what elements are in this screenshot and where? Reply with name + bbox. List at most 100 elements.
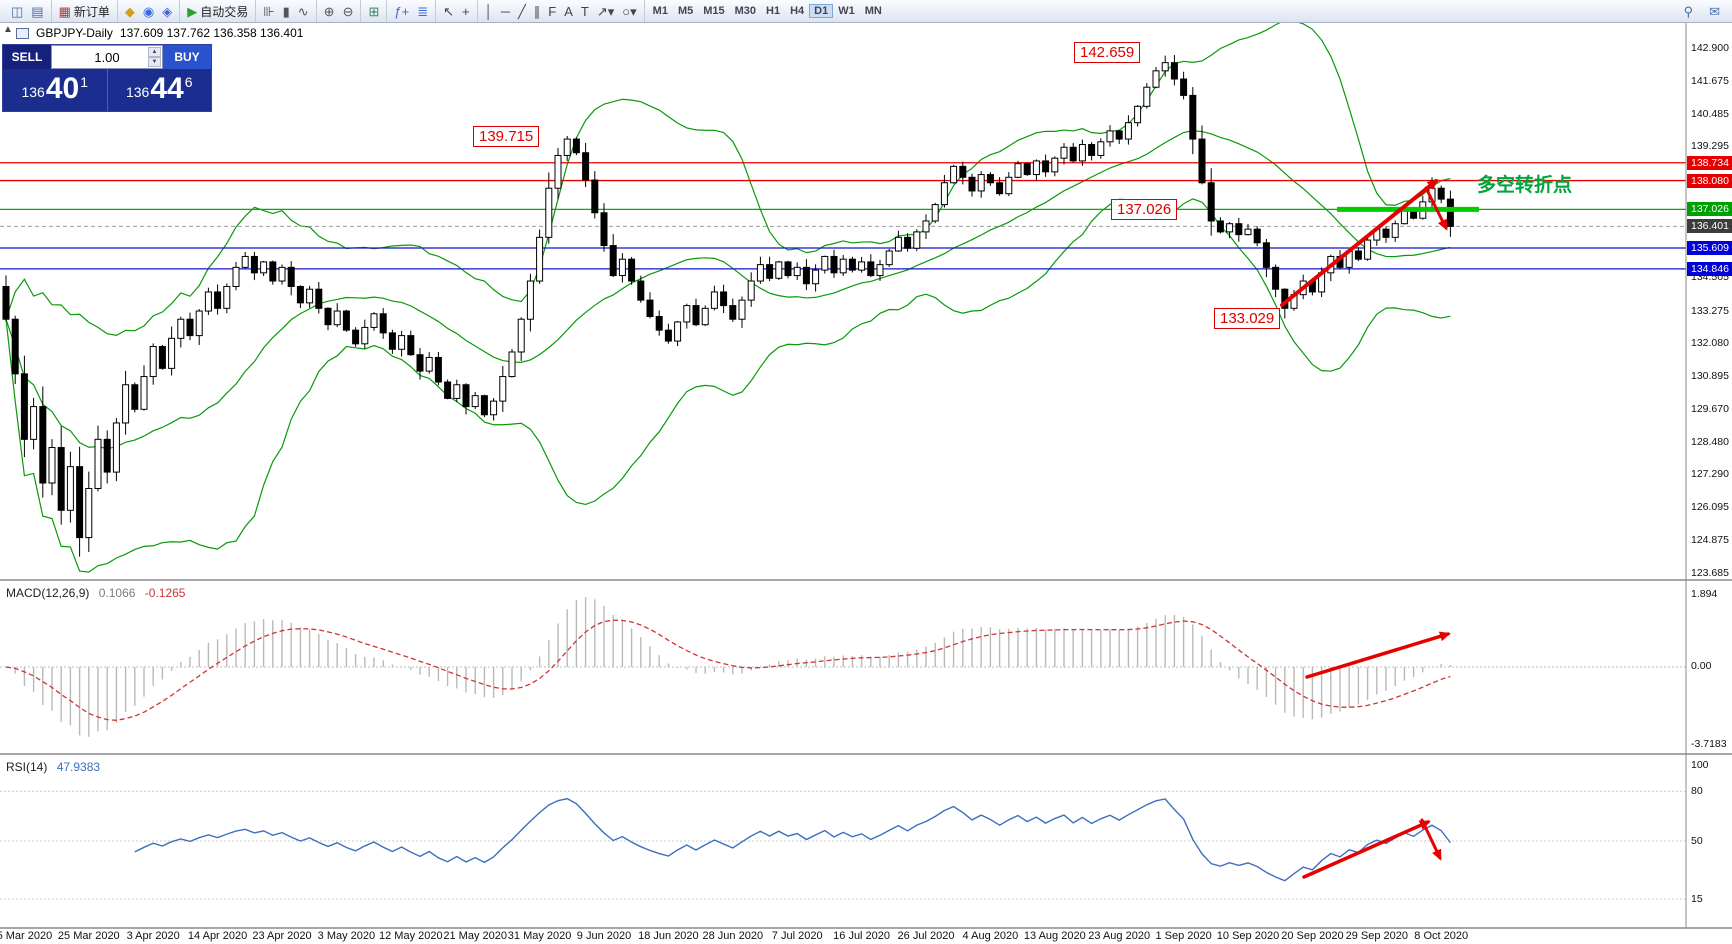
candle-body (674, 321, 682, 342)
price-tag: 135.609 (1687, 241, 1732, 256)
turning-point-label[interactable]: 多空转折点 (1477, 175, 1573, 196)
price-callout-139715[interactable]: 139.715 (473, 126, 540, 147)
buy-price[interactable]: 136 44 6 (106, 69, 212, 111)
timeframe-h1-button[interactable]: H1 (766, 5, 781, 17)
trendline-icon[interactable]: ╱ (514, 4, 530, 19)
candle-body (76, 466, 84, 539)
timeframe-m30-button[interactable]: M30 (734, 5, 757, 17)
candle-body (416, 354, 424, 372)
macd-up-arrow[interactable] (1305, 631, 1451, 679)
toolbar-groups: ◫ ▤ ▦ 新订单 ◆ ◉ ◈ ▶ 自动交易 ⊪ ▮ ∿ ⊕ ⊖ ⊞ ƒ+ ≣ ↖ + │ ─ ╱ ∥ F A T ↗▾ ○▾ M1 M5… (4, 0, 890, 22)
sell-price[interactable]: 136 40 1 (3, 69, 107, 111)
rsi-up-arrow[interactable] (1302, 820, 1431, 879)
timeframe-d1-button[interactable]: D1 (809, 4, 834, 18)
search-icon[interactable]: ⚲ (1680, 4, 1698, 19)
candle-body (1032, 160, 1040, 176)
zoom-out-icon[interactable]: ⊖ (339, 4, 358, 19)
volume-value: 1.00 (94, 49, 120, 65)
candle-body (996, 182, 1004, 195)
bar-chart-icon[interactable]: ⊪ (259, 4, 278, 19)
text-icon[interactable]: A (560, 4, 577, 19)
price-axis-tick: 132.080 (1691, 337, 1729, 350)
line-chart-icon[interactable]: ∿ (294, 4, 313, 19)
candle-body (1364, 239, 1372, 260)
collapse-panel-icon[interactable]: ▲ (3, 24, 13, 35)
candle-body (499, 376, 507, 402)
autotrade-button[interactable]: ▶ 自动交易 (183, 2, 252, 21)
zoom-in-icon[interactable]: ⊕ (320, 4, 339, 19)
time-axis[interactable]: 5 Mar 2020 25 Mar 2020 3 Apr 2020 14 Apr 20… (0, 930, 1686, 944)
horizontal-line-icon[interactable]: ─ (497, 4, 514, 19)
tile-windows-icon[interactable]: ⊞ (364, 4, 383, 19)
fibonacci-icon[interactable]: F (544, 4, 560, 19)
timeframe-h4-button[interactable]: H4 (790, 5, 805, 17)
candle-body (1023, 163, 1031, 176)
volume-up-button[interactable]: ▲ (148, 47, 161, 57)
candle-body (471, 395, 479, 408)
pullback-arrow[interactable] (1424, 186, 1448, 231)
zoom-out-icon-glyph: ⊖ (342, 3, 354, 19)
indicator-list-icon[interactable]: ≣ (413, 4, 432, 19)
candle-body (177, 318, 185, 339)
chart-window-icon-glyph: ▤ (31, 3, 44, 19)
crosshair-icon[interactable]: + (458, 4, 474, 19)
candle-body (1042, 160, 1050, 173)
candle-body (766, 264, 774, 279)
candle-body (131, 384, 139, 410)
date-label: 16 Jul 2020 (833, 930, 891, 942)
trendline-icon-glyph: ╱ (517, 3, 526, 19)
candle-body (572, 138, 580, 154)
arrows-menu-icon[interactable]: ↗▾ (593, 4, 618, 19)
price-callout-142659[interactable]: 142.659 (1074, 42, 1141, 63)
price-axis-tick: 123.685 (1691, 566, 1729, 579)
new-order-button-label: 新订单 (73, 4, 110, 19)
trend-up-arrow[interactable] (1280, 179, 1439, 307)
shapes-menu-icon[interactable]: ○▾ (618, 4, 640, 19)
candle-body (370, 313, 378, 328)
price-axis[interactable]: 142.900 141.675 140.485 139.295 134.505 133.2… (1687, 0, 1732, 944)
vertical-line-icon[interactable]: │ (481, 4, 497, 19)
new-chart-icon[interactable]: ◫ (7, 4, 27, 19)
mail-icon[interactable]: ✉ (1705, 4, 1724, 19)
price-callout-137026[interactable]: 137.026 (1111, 199, 1178, 220)
candlestick-chart-icon[interactable]: ▮ (279, 4, 294, 19)
new-order-button[interactable]: ▦ 新订单 (55, 2, 114, 21)
candle-body (775, 261, 783, 279)
candle-body (1272, 266, 1280, 290)
candle-body (637, 280, 645, 301)
date-label: 14 Apr 2020 (187, 930, 248, 942)
candle-body (434, 356, 442, 383)
timeframe-m1-button[interactable]: M1 (652, 5, 668, 17)
candle-body (1235, 223, 1243, 236)
indicators-add-icon[interactable]: ƒ+ (390, 4, 413, 19)
candle-body (407, 335, 415, 356)
rsi-down-arrow[interactable] (1420, 818, 1442, 861)
volume-input[interactable]: 1.00 ▲ ▼ (51, 45, 163, 69)
market-watch-icon[interactable]: ◉ (139, 4, 158, 19)
timeframe-m5-button[interactable]: M5 (677, 5, 694, 17)
candle-body (1161, 62, 1169, 72)
channel-icon[interactable]: ∥ (530, 4, 545, 19)
candle-body (223, 285, 231, 309)
candle-body (1088, 144, 1096, 156)
candle-body (11, 318, 19, 375)
market-watch-icon-glyph: ◉ (142, 3, 155, 19)
timeframe-m15-button[interactable]: M15 (703, 5, 725, 17)
volume-down-button[interactable]: ▼ (148, 57, 161, 67)
candle-body (296, 285, 304, 304)
chart-window-icon[interactable]: ▤ (27, 4, 47, 19)
label-icon[interactable]: T (577, 4, 593, 19)
cursor-icon[interactable]: ↖ (439, 4, 458, 19)
navigator-icon[interactable]: ◈ (158, 4, 176, 19)
favorites-icon[interactable]: ◆ (121, 4, 139, 19)
timeframe-w1-button[interactable]: W1 (838, 5, 855, 17)
bollinger-upper-band (5, 19, 1451, 337)
candle-body (986, 174, 994, 184)
sell-button[interactable]: SELL (3, 45, 51, 69)
price-axis-tick: 124.875 (1691, 534, 1729, 547)
candle-body (168, 337, 176, 369)
timeframe-mn-button[interactable]: MN (864, 5, 882, 17)
price-callout-133029[interactable]: 133.029 (1214, 308, 1281, 329)
candle-body (195, 310, 203, 337)
buy-button[interactable]: BUY (163, 45, 211, 69)
